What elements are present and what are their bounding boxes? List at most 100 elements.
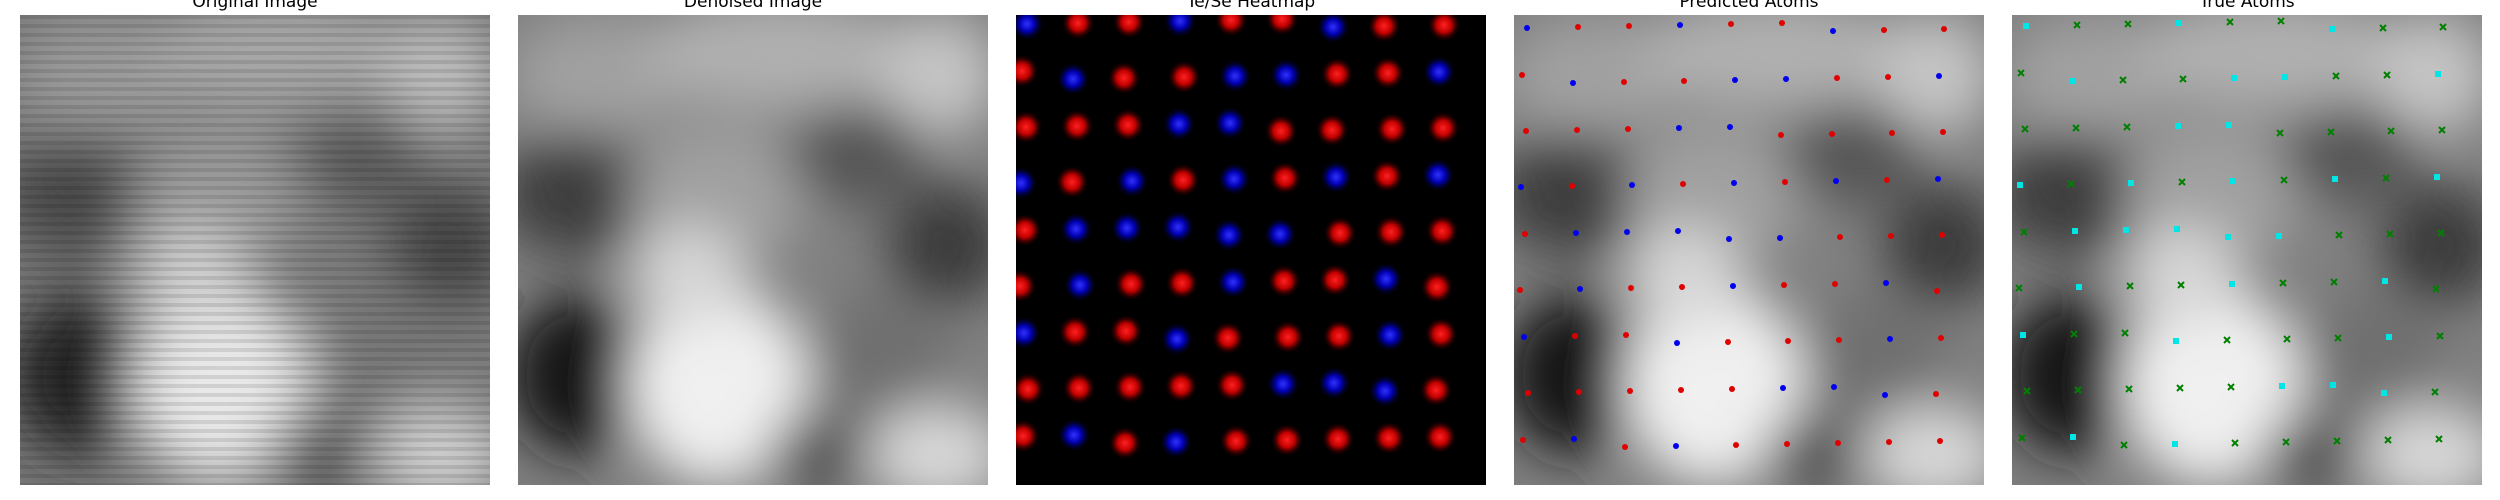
heatmap-blob	[1165, 266, 1199, 300]
predicted-atom-marker	[1679, 284, 1685, 290]
true-atom-marker	[2067, 180, 2075, 188]
heatmap-blob	[1425, 214, 1459, 248]
heatmap-blob	[1114, 267, 1148, 301]
predicted-atom-marker	[1785, 338, 1791, 344]
predicted-atom-marker	[1517, 287, 1523, 293]
true-atom-marker	[2439, 23, 2447, 31]
heatmap-blob	[1111, 108, 1145, 142]
predicted-atom-marker	[1889, 130, 1895, 136]
predicted-atom-marker	[1836, 337, 1842, 343]
predicted-atom-marker	[1833, 178, 1839, 184]
predicted-atom-marker	[1885, 74, 1891, 80]
predicted-atom-marker	[1835, 440, 1841, 446]
predicted-atom-marker	[1731, 180, 1737, 186]
predicted-atom-marker	[1941, 26, 1947, 32]
predicted-atom-marker	[1627, 388, 1633, 394]
true-atom-marker	[2277, 17, 2285, 25]
heatmap-blob	[1107, 61, 1141, 95]
te-se-heatmap	[1016, 15, 1486, 485]
heatmap-blob	[1016, 316, 1041, 350]
true-atom-marker	[2074, 386, 2082, 394]
true-atom-marker	[2023, 387, 2031, 395]
heatmap-blob	[1060, 109, 1094, 143]
true-atom-marker	[2023, 23, 2029, 29]
heatmap-blob	[1063, 268, 1097, 302]
panel-predicted-atoms: Predicted Atoms	[1514, 0, 1984, 500]
heatmap-blob	[1374, 215, 1408, 249]
predicted-atom-marker	[1940, 129, 1946, 135]
true-atom-marker	[2386, 334, 2392, 340]
heatmap-blob	[1215, 368, 1249, 402]
heatmap-blob	[1057, 418, 1091, 452]
predicted-atom-marker	[1677, 22, 1683, 28]
predicted-atom-marker	[1782, 179, 1788, 185]
heatmap-blob	[1109, 314, 1143, 348]
heatmap-blob	[1062, 371, 1096, 405]
predicted-atom-marker	[1621, 79, 1627, 85]
heatmap-blob	[1323, 216, 1357, 250]
true-atom-marker	[2279, 279, 2287, 287]
heatmap-blob	[1421, 158, 1455, 192]
heatmap-blob	[1318, 263, 1352, 297]
heatmap-blob	[1267, 264, 1301, 298]
predicted-atom-marker	[1780, 385, 1786, 391]
heatmap-blob	[1315, 113, 1349, 147]
heatmap-blob	[1061, 15, 1095, 40]
true-atom-marker	[2125, 385, 2133, 393]
predicted-atom-marker	[1778, 132, 1784, 138]
predicted-atom-marker	[1936, 73, 1942, 79]
predicted-atom-marker	[1525, 390, 1531, 396]
predicted-atom-marker	[1829, 131, 1835, 137]
true-atom-marker	[2282, 438, 2290, 446]
predicted-atom-marker	[1937, 438, 1943, 444]
panel-title: Te/Se Heatmap	[1186, 0, 1316, 12]
predicted-atom-marker	[1520, 437, 1526, 443]
predicted-atom-marker	[1571, 436, 1577, 442]
predicted-atom-marker	[1934, 288, 1940, 294]
true-atom-marker	[2120, 441, 2128, 449]
heatmap-blob	[1162, 107, 1196, 141]
heatmap-blob	[1269, 58, 1303, 92]
true-atom-marker	[2021, 125, 2029, 133]
true-atom-marker	[2123, 123, 2131, 131]
true-atom-marker	[2128, 180, 2134, 186]
true-atom-marker	[2438, 126, 2446, 134]
true-atom-marker	[2387, 127, 2395, 135]
true-atom-marker	[2383, 71, 2391, 79]
true-atom-marker	[2276, 233, 2282, 239]
predicted-atom-marker	[1524, 25, 1530, 31]
predicted-atom-marker	[1576, 389, 1582, 395]
panel-denoised-image: Denoised Image	[518, 0, 988, 500]
heatmap-blob	[1016, 166, 1038, 200]
true-atom-marker	[2436, 332, 2444, 340]
true-atom-marker	[2280, 176, 2288, 184]
heatmap-blob	[1159, 425, 1193, 459]
heatmap-blob	[1265, 15, 1299, 36]
predicted-atom-marker	[1882, 392, 1888, 398]
heatmap-blob	[1427, 15, 1461, 42]
predicted-atom-marker	[1521, 334, 1527, 340]
predicted-atom-marker	[1573, 230, 1579, 236]
heatmap-blob	[1163, 15, 1197, 38]
predicted-atom-marker	[1881, 27, 1887, 33]
true-atom-marker	[2176, 20, 2182, 26]
predicted-atom-marker	[1570, 80, 1576, 86]
heatmap-blob	[1372, 421, 1406, 455]
predicted-atom-marker	[1569, 183, 1575, 189]
heatmap-blob	[1016, 419, 1040, 453]
true-atom-marker	[2178, 178, 2186, 186]
true-atom-marker	[2435, 71, 2441, 77]
heatmap-blob	[1016, 372, 1045, 406]
true-atom-marker	[2276, 129, 2284, 137]
predicted-atom-marker	[1886, 439, 1892, 445]
true-atoms-image	[2012, 15, 2482, 485]
predicted-atom-marker	[1577, 286, 1583, 292]
true-atom-marker	[2070, 434, 2076, 440]
true-atom-marker	[2076, 284, 2082, 290]
true-atom-marker	[2327, 128, 2335, 136]
heatmap-blob	[1422, 55, 1456, 89]
predicted-atom-marker	[1628, 285, 1634, 291]
true-atom-marker	[2172, 441, 2178, 447]
predicted-atom-marker	[1674, 340, 1680, 346]
true-atom-marker	[2432, 285, 2440, 293]
